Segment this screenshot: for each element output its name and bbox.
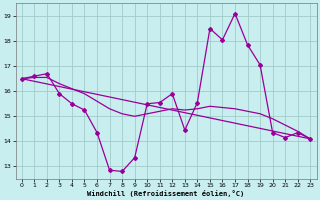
X-axis label: Windchill (Refroidissement éolien,°C): Windchill (Refroidissement éolien,°C) xyxy=(87,190,245,197)
